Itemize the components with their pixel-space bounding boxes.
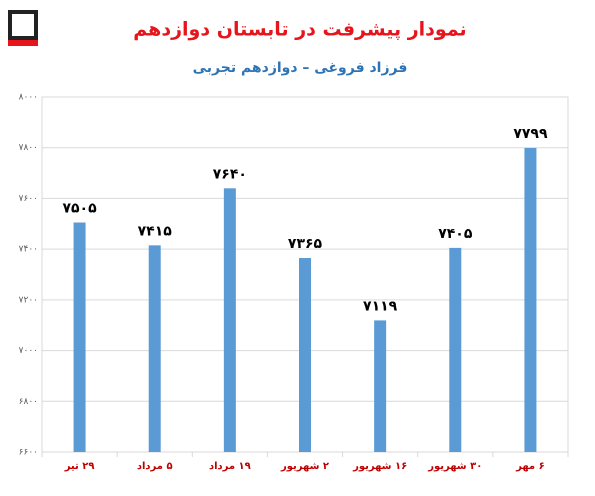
x-tick-label: ۲۹ تیر: [64, 461, 95, 472]
bar: [148, 245, 161, 452]
logo: [8, 10, 38, 46]
value-label: ۷۷۹۹: [513, 126, 548, 142]
value-label: ۷۱۱۹: [363, 298, 398, 314]
value-label: ۷۴۱۵: [138, 223, 173, 239]
y-tick-label: ۷۶۰۰: [19, 194, 38, 204]
x-tick-label: ۶ مهر: [515, 461, 545, 472]
value-label: ۷۶۴۰: [213, 166, 247, 182]
bar: [524, 147, 537, 453]
y-tick-label: ۷۰۰۰: [19, 346, 38, 356]
y-tick-label: ۷۸۰۰: [19, 143, 38, 153]
value-label: ۷۴۰۵: [438, 226, 473, 242]
chart-title: نمودار پیشرفت در تابستان دوازدهم: [133, 19, 466, 41]
y-tick-label: ۸۰۰۰: [19, 93, 38, 103]
bar: [223, 188, 236, 453]
x-tick-label: ۵ مرداد: [137, 461, 173, 472]
chart-subtitle: فرزاد فروغی – دوازدهم تجربی: [193, 60, 408, 76]
x-tick-label: ۲ شهریور: [280, 461, 329, 472]
bar: [374, 320, 387, 452]
y-tick-label: ۷۴۰۰: [19, 245, 38, 255]
y-tick-label: ۷۲۰۰: [19, 295, 38, 305]
value-label: ۷۵۰۵: [62, 201, 97, 217]
bar: [299, 258, 311, 452]
value-label: ۷۳۶۵: [288, 236, 323, 252]
x-tick-label: ۳۰ شهریور: [427, 461, 482, 472]
y-tick-label: ۶۶۰۰: [19, 448, 38, 458]
x-tick-label: ۱۶ شهریور: [352, 461, 407, 472]
bar: [449, 247, 462, 452]
y-tick-label: ۶۸۰۰: [19, 397, 38, 407]
x-tick-label: ۱۹ مرداد: [209, 461, 251, 472]
bar: [73, 222, 86, 452]
